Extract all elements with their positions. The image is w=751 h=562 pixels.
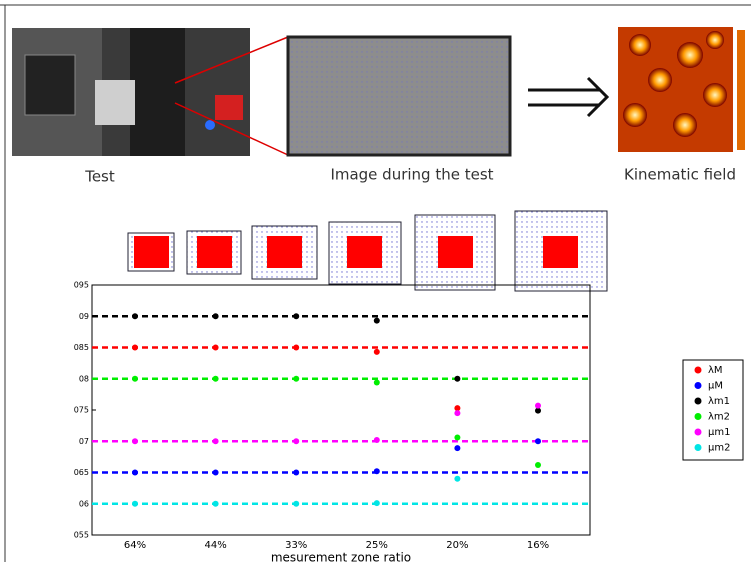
point	[132, 500, 138, 507]
y-tick-label: 085	[74, 343, 89, 352]
point	[293, 500, 300, 507]
x-tick-label: 64%	[124, 540, 146, 551]
colorbar	[737, 30, 745, 150]
point	[373, 468, 380, 475]
x-tick-label: 16%	[527, 540, 549, 551]
point	[132, 438, 138, 445]
point	[132, 344, 138, 351]
arrow	[528, 76, 610, 118]
x-tick-label: 20%	[446, 540, 468, 551]
point	[454, 405, 461, 412]
point	[454, 434, 461, 441]
point	[293, 344, 300, 351]
point	[212, 375, 219, 382]
point	[212, 344, 219, 351]
legend-label: μm2	[708, 443, 730, 454]
point	[132, 313, 138, 320]
point	[293, 313, 300, 320]
zoom-line	[174, 102, 289, 156]
point	[454, 375, 461, 382]
caption: Kinematic field	[624, 166, 736, 184]
legend-marker	[694, 397, 702, 405]
point	[212, 313, 219, 320]
plot-frame	[91, 284, 591, 536]
y-tick-label: 08	[79, 374, 89, 383]
legend-label: λm1	[708, 396, 730, 407]
point	[535, 407, 541, 414]
test-photo	[12, 28, 250, 156]
zoom-line	[174, 36, 289, 84]
caption: Image during the test	[330, 166, 493, 184]
legend-marker	[694, 413, 702, 420]
legend-marker	[694, 428, 702, 436]
legend-marker	[694, 382, 702, 389]
legend-label: μm1	[708, 427, 730, 438]
y-tick-label: 06	[79, 499, 89, 508]
point	[293, 438, 300, 445]
legend-label: λm2	[708, 412, 730, 423]
legend-marker	[694, 366, 702, 374]
y-tick-label: 09	[79, 312, 89, 321]
point	[454, 475, 461, 482]
point	[535, 438, 541, 445]
point	[373, 317, 380, 324]
caption: Test	[84, 168, 115, 186]
point	[373, 500, 380, 507]
y-tick-label: 07	[79, 437, 89, 446]
point	[132, 375, 138, 382]
point	[212, 500, 219, 507]
point	[373, 437, 380, 443]
point	[535, 462, 541, 468]
legend-label: λM	[708, 365, 723, 376]
point	[373, 379, 380, 386]
point	[373, 348, 380, 355]
point	[293, 375, 300, 382]
point	[212, 469, 219, 476]
x-axis-label: mesurement zone ratio	[271, 551, 411, 562]
point	[454, 445, 461, 452]
speckle-texture	[290, 39, 508, 153]
x-tick-label: 33%	[285, 540, 307, 551]
legend-label: μM	[708, 381, 723, 392]
x-tick-label: 44%	[204, 540, 226, 551]
legend-marker	[694, 444, 702, 451]
heat-blobs	[623, 31, 727, 137]
zone-illustrations	[127, 210, 608, 292]
point	[212, 438, 219, 445]
x-tick-label: 25%	[366, 540, 388, 551]
point	[132, 469, 138, 476]
point	[535, 402, 541, 409]
legend	[682, 359, 744, 461]
y-tick-label: 055	[74, 531, 89, 540]
y-tick-label: 075	[74, 406, 89, 415]
point	[293, 469, 300, 476]
y-tick-label: 095	[74, 281, 89, 290]
y-tick-label: 065	[74, 468, 89, 477]
point	[454, 410, 461, 417]
